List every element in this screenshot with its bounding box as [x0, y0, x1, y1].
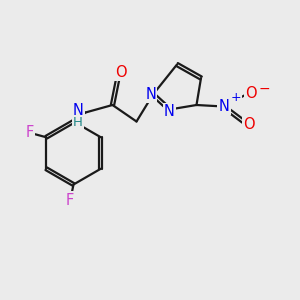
Text: N: N	[145, 87, 156, 102]
Text: N: N	[73, 103, 83, 118]
Text: +: +	[230, 91, 241, 104]
Text: O: O	[115, 65, 127, 80]
Text: F: F	[66, 193, 74, 208]
Text: F: F	[26, 125, 34, 140]
Text: −: −	[259, 82, 270, 95]
Text: N: N	[219, 99, 230, 114]
Text: O: O	[243, 117, 255, 132]
Text: N: N	[164, 104, 175, 119]
Text: O: O	[245, 85, 256, 100]
Text: H: H	[73, 116, 83, 129]
